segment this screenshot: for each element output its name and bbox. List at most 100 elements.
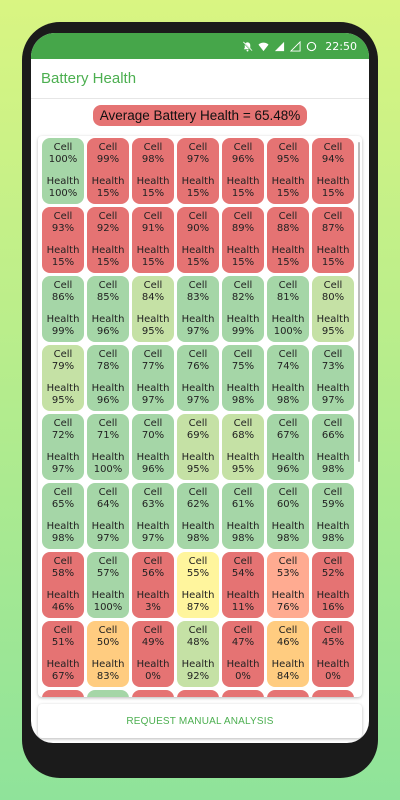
scrollbar[interactable]	[358, 142, 360, 462]
battery-cell-tile[interactable]: Cell 86% Health 99%	[42, 276, 84, 342]
battery-cell-tile[interactable]: Cell 75% Health 98%	[222, 345, 264, 411]
battery-cell-tile[interactable]: Cell 48% Health 92%	[177, 621, 219, 687]
battery-cell-tile[interactable]: Cell 84% Health 95%	[132, 276, 174, 342]
battery-cell-tile[interactable]: Cell 79% Health 95%	[42, 345, 84, 411]
battery-cell-tile[interactable]: Cell 70% Health 96%	[132, 414, 174, 480]
battery-cell-tile[interactable]: Cell 60% Health 98%	[267, 483, 309, 549]
battery-cell-tile[interactable]	[177, 690, 219, 697]
battery-cell-tile[interactable]: Cell 57% Health 100%	[87, 552, 129, 618]
battery-cell-tile[interactable]: Cell 82% Health 99%	[222, 276, 264, 342]
health-value: 98%	[321, 464, 345, 475]
health-value: 95%	[141, 326, 165, 337]
cell-label: Cell	[233, 349, 253, 360]
battery-cell-tile[interactable]: Cell 53% Health 76%	[267, 552, 309, 618]
battery-cell-tile[interactable]: Cell 49% Health 0%	[132, 621, 174, 687]
health-value: 97%	[96, 533, 120, 544]
battery-cell-tile[interactable]	[222, 690, 264, 697]
health-value: 100%	[273, 326, 303, 337]
battery-cell-tile[interactable]: Cell 87% Health 15%	[312, 207, 354, 273]
battery-cell-tile[interactable]: Cell 91% Health 15%	[132, 207, 174, 273]
cell-label: Cell	[98, 142, 118, 153]
cell-value: 82%	[231, 292, 255, 303]
battery-cell-tile[interactable]: Cell 77% Health 97%	[132, 345, 174, 411]
health-value: 15%	[321, 257, 345, 268]
cell-value: 74%	[276, 361, 300, 372]
battery-cell-tile[interactable]: Cell 67% Health 96%	[267, 414, 309, 480]
battery-cell-tile[interactable]: Cell 54% Health 11%	[222, 552, 264, 618]
battery-cell-tile[interactable]: Cell 85% Health 96%	[87, 276, 129, 342]
battery-cell-tile[interactable]: Cell 45% Health 0%	[312, 621, 354, 687]
battery-cell-tile[interactable]: Cell 99% Health 15%	[87, 138, 129, 204]
cell-value: 67%	[276, 430, 300, 441]
battery-cell-tile[interactable]: Cell 100% Health 100%	[42, 138, 84, 204]
battery-cell-tile[interactable]: Cell 93% Health 15%	[42, 207, 84, 273]
battery-cell-tile[interactable]: Cell 95% Health 15%	[267, 138, 309, 204]
cell-value: 90%	[186, 223, 210, 234]
battery-cell-tile[interactable]: Cell 94% Health 15%	[312, 138, 354, 204]
battery-cell-tile[interactable]	[267, 690, 309, 697]
cell-value: 83%	[186, 292, 210, 303]
battery-cell-tile[interactable]: Cell 72% Health 97%	[42, 414, 84, 480]
battery-cell-tile[interactable]: Cell 47% Health 0%	[222, 621, 264, 687]
battery-cell-tile[interactable]: Cell 61% Health 98%	[222, 483, 264, 549]
cell-label: Cell	[233, 142, 253, 153]
battery-cell-tile[interactable]: Cell 63% Health 97%	[132, 483, 174, 549]
cell-label: Cell	[98, 625, 118, 636]
battery-cell-tile[interactable]: Cell 68% Health 95%	[222, 414, 264, 480]
cell-label: Cell	[233, 556, 253, 567]
battery-cell-tile[interactable]: Cell 73% Health 97%	[312, 345, 354, 411]
battery-cell-tile[interactable]: Cell 83% Health 97%	[177, 276, 219, 342]
battery-cell-tile[interactable]: Cell 65% Health 98%	[42, 483, 84, 549]
cell-label: Cell	[323, 349, 343, 360]
battery-cell-tile[interactable]: Cell 66% Health 98%	[312, 414, 354, 480]
battery-cell-tile[interactable]: Cell 59% Health 98%	[312, 483, 354, 549]
battery-cell-tile[interactable]	[87, 690, 129, 697]
health-label: Health	[226, 521, 260, 532]
battery-cell-tile[interactable]: Cell 81% Health 100%	[267, 276, 309, 342]
battery-cell-tile[interactable]: Cell 88% Health 15%	[267, 207, 309, 273]
health-label: Health	[316, 176, 350, 187]
battery-cell-tile[interactable]: Cell 52% Health 16%	[312, 552, 354, 618]
battery-cell-tile[interactable]: Cell 58% Health 46%	[42, 552, 84, 618]
battery-cell-tile[interactable]: Cell 56% Health 3%	[132, 552, 174, 618]
battery-cell-tile[interactable]: Cell 98% Health 15%	[132, 138, 174, 204]
battery-cell-tile[interactable]: Cell 92% Health 15%	[87, 207, 129, 273]
battery-cell-tile[interactable]: Cell 74% Health 98%	[267, 345, 309, 411]
health-label: Health	[226, 659, 260, 670]
battery-cell-tile[interactable]: Cell 50% Health 83%	[87, 621, 129, 687]
cell-value: 72%	[51, 430, 75, 441]
battery-cell-tile[interactable]: Cell 97% Health 15%	[177, 138, 219, 204]
cell-label: Cell	[188, 349, 208, 360]
health-label: Health	[226, 452, 260, 463]
cell-value: 99%	[96, 154, 120, 165]
cell-label: Cell	[278, 211, 298, 222]
request-manual-analysis-button[interactable]: REQUEST MANUAL ANALYSIS	[38, 704, 362, 738]
wifi-icon	[258, 42, 269, 51]
battery-cell-tile[interactable]: Cell 51% Health 67%	[42, 621, 84, 687]
health-label: Health	[136, 452, 170, 463]
battery-cell-tile[interactable]	[132, 690, 174, 697]
health-label: Health	[46, 176, 80, 187]
health-label: Health	[91, 314, 125, 325]
cells-card[interactable]: Cell 100% Health 100% Cell 99% Health 15% Cell 98…	[38, 136, 362, 697]
health-value: 0%	[235, 671, 251, 682]
battery-cell-tile[interactable]: Cell 69% Health 95%	[177, 414, 219, 480]
cell-value: 85%	[96, 292, 120, 303]
battery-cell-tile[interactable]: Cell 46% Health 84%	[267, 621, 309, 687]
health-value: 95%	[51, 395, 75, 406]
battery-cell-tile[interactable]: Cell 80% Health 95%	[312, 276, 354, 342]
battery-cell-tile[interactable]: Cell 90% Health 15%	[177, 207, 219, 273]
battery-cell-tile[interactable]: Cell 55% Health 87%	[177, 552, 219, 618]
battery-cell-tile[interactable]	[312, 690, 354, 697]
battery-cell-tile[interactable]: Cell 89% Health 15%	[222, 207, 264, 273]
battery-cell-tile[interactable]: Cell 96% Health 15%	[222, 138, 264, 204]
battery-cell-tile[interactable]: Cell 78% Health 96%	[87, 345, 129, 411]
health-value: 97%	[321, 395, 345, 406]
signal-icon	[275, 41, 285, 51]
battery-cell-tile[interactable]: Cell 62% Health 98%	[177, 483, 219, 549]
battery-cell-tile[interactable]: Cell 71% Health 100%	[87, 414, 129, 480]
battery-cell-tile[interactable]	[42, 690, 84, 697]
cell-label: Cell	[278, 418, 298, 429]
battery-cell-tile[interactable]: Cell 76% Health 97%	[177, 345, 219, 411]
battery-cell-tile[interactable]: Cell 64% Health 97%	[87, 483, 129, 549]
